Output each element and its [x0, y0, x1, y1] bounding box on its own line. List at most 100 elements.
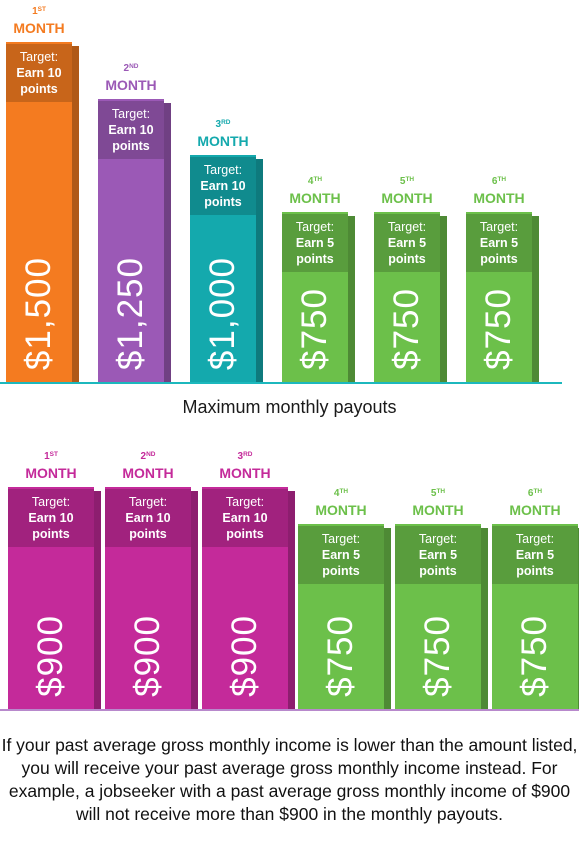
target-box: Target: Earn 10 points	[98, 101, 164, 159]
month-label: 5TH MONTH	[385, 484, 491, 518]
month-ordinal: 4TH	[333, 488, 349, 499]
target-text: Earn 5	[387, 236, 427, 250]
target-text-unit: points	[516, 564, 554, 578]
bar-value-label: $750	[479, 288, 518, 370]
month-label: 3RD MONTH	[192, 447, 298, 481]
month-word: MONTH	[105, 77, 157, 93]
bar: Target: Earn 5 points $750	[466, 212, 539, 382]
target-label: Target:	[128, 495, 168, 509]
month-ordinal: 1ST	[32, 6, 46, 17]
target-label: Target:	[203, 163, 243, 177]
month-label: 1ST MONTH	[0, 2, 82, 36]
target-box: Target: Earn 5 points	[492, 526, 578, 584]
target-text: Earn 10	[200, 179, 246, 193]
target-text: Earn 10	[108, 123, 154, 137]
target-box: Target: Earn 10 points	[202, 489, 288, 547]
target-label: Target:	[418, 532, 458, 546]
month-ordinal: 6TH	[527, 488, 543, 499]
chart-title: Maximum monthly payouts	[182, 397, 397, 417]
target-label: Target:	[515, 532, 555, 546]
target-text-unit: points	[32, 527, 70, 541]
bar-value-label: $750	[295, 288, 334, 370]
bar: Target: Earn 10 points $1,500	[6, 42, 79, 382]
month-label: 2ND MONTH	[88, 59, 174, 93]
target-label: Target:	[19, 50, 59, 64]
target-label: Target:	[111, 107, 151, 121]
bar: Target: Earn 5 points $750	[492, 524, 579, 709]
target-label: Target:	[295, 220, 335, 234]
bar: Target: Earn 10 points $900	[8, 487, 101, 709]
month-word: MONTH	[315, 502, 367, 518]
target-box: Target: Earn 10 points	[8, 489, 94, 547]
month-word: MONTH	[13, 20, 65, 36]
month-word: MONTH	[381, 190, 433, 206]
month-ordinal: 4TH	[307, 176, 323, 187]
target-text: Earn 5	[418, 548, 458, 562]
target-box: Target: Earn 5 points	[282, 214, 348, 272]
month-word: MONTH	[197, 133, 249, 149]
target-text-unit: points	[129, 527, 167, 541]
month-word: MONTH	[473, 190, 525, 206]
target-text-unit: points	[112, 139, 150, 153]
target-text-unit: points	[388, 252, 426, 266]
bar-value-label: $1,000	[203, 256, 242, 370]
target-label: Target:	[225, 495, 265, 509]
month-word: MONTH	[25, 465, 77, 481]
bar: Target: Earn 5 points $750	[298, 524, 391, 709]
target-label: Target:	[321, 532, 361, 546]
bar: Target: Earn 10 points $900	[202, 487, 295, 709]
month-label: 6TH MONTH	[482, 484, 579, 518]
target-text: Earn 5	[295, 236, 335, 250]
target-box: Target: Earn 10 points	[6, 44, 72, 102]
baseline-bottom	[0, 709, 579, 711]
bar-value-label: $1,500	[19, 256, 58, 370]
month-label: 6TH MONTH	[456, 172, 542, 206]
bar-value-label: $750	[515, 615, 554, 697]
month-label: 3RD MONTH	[180, 115, 266, 149]
bar: Target: Earn 5 points $750	[395, 524, 488, 709]
target-label: Target:	[387, 220, 427, 234]
bar-value-label: $750	[387, 288, 426, 370]
target-text-unit: points	[204, 195, 242, 209]
month-label: 5TH MONTH	[364, 172, 450, 206]
target-text-unit: points	[480, 252, 518, 266]
month-word: MONTH	[122, 465, 174, 481]
target-text: Earn 10	[125, 511, 171, 525]
target-text-unit: points	[226, 527, 264, 541]
target-box: Target: Earn 5 points	[374, 214, 440, 272]
month-ordinal: 6TH	[491, 176, 507, 187]
month-ordinal: 5TH	[399, 176, 415, 187]
target-text: Earn 5	[479, 236, 519, 250]
month-ordinal: 2ND	[140, 451, 156, 462]
bar: Target: Earn 10 points $1,250	[98, 99, 171, 382]
target-box: Target: Earn 10 points	[105, 489, 191, 547]
bar-value-label: $900	[128, 615, 167, 697]
target-label: Target:	[31, 495, 71, 509]
baseline-top	[0, 382, 562, 384]
target-text: Earn 10	[28, 511, 74, 525]
bar: Target: Earn 5 points $750	[282, 212, 355, 382]
month-ordinal: 3RD	[215, 119, 231, 130]
target-text-unit: points	[20, 82, 58, 96]
target-box: Target: Earn 5 points	[466, 214, 532, 272]
month-ordinal: 3RD	[237, 451, 253, 462]
month-label: 2ND MONTH	[95, 447, 201, 481]
target-box: Target: Earn 5 points	[298, 526, 384, 584]
bar-value-label: $900	[31, 615, 70, 697]
target-text-unit: points	[322, 564, 360, 578]
bar-value-label: $1,250	[111, 256, 150, 370]
bar: Target: Earn 10 points $900	[105, 487, 198, 709]
target-text: Earn 10	[16, 66, 62, 80]
target-text-unit: points	[419, 564, 457, 578]
month-word: MONTH	[412, 502, 464, 518]
month-ordinal: 1ST	[44, 451, 58, 462]
month-label: 1ST MONTH	[0, 447, 104, 481]
month-word: MONTH	[219, 465, 271, 481]
target-text-unit: points	[296, 252, 334, 266]
bar-value-label: $750	[418, 615, 457, 697]
bar-value-label: $750	[321, 615, 360, 697]
target-box: Target: Earn 5 points	[395, 526, 481, 584]
target-label: Target:	[479, 220, 519, 234]
target-text: Earn 5	[321, 548, 361, 562]
month-ordinal: 2ND	[123, 63, 139, 74]
